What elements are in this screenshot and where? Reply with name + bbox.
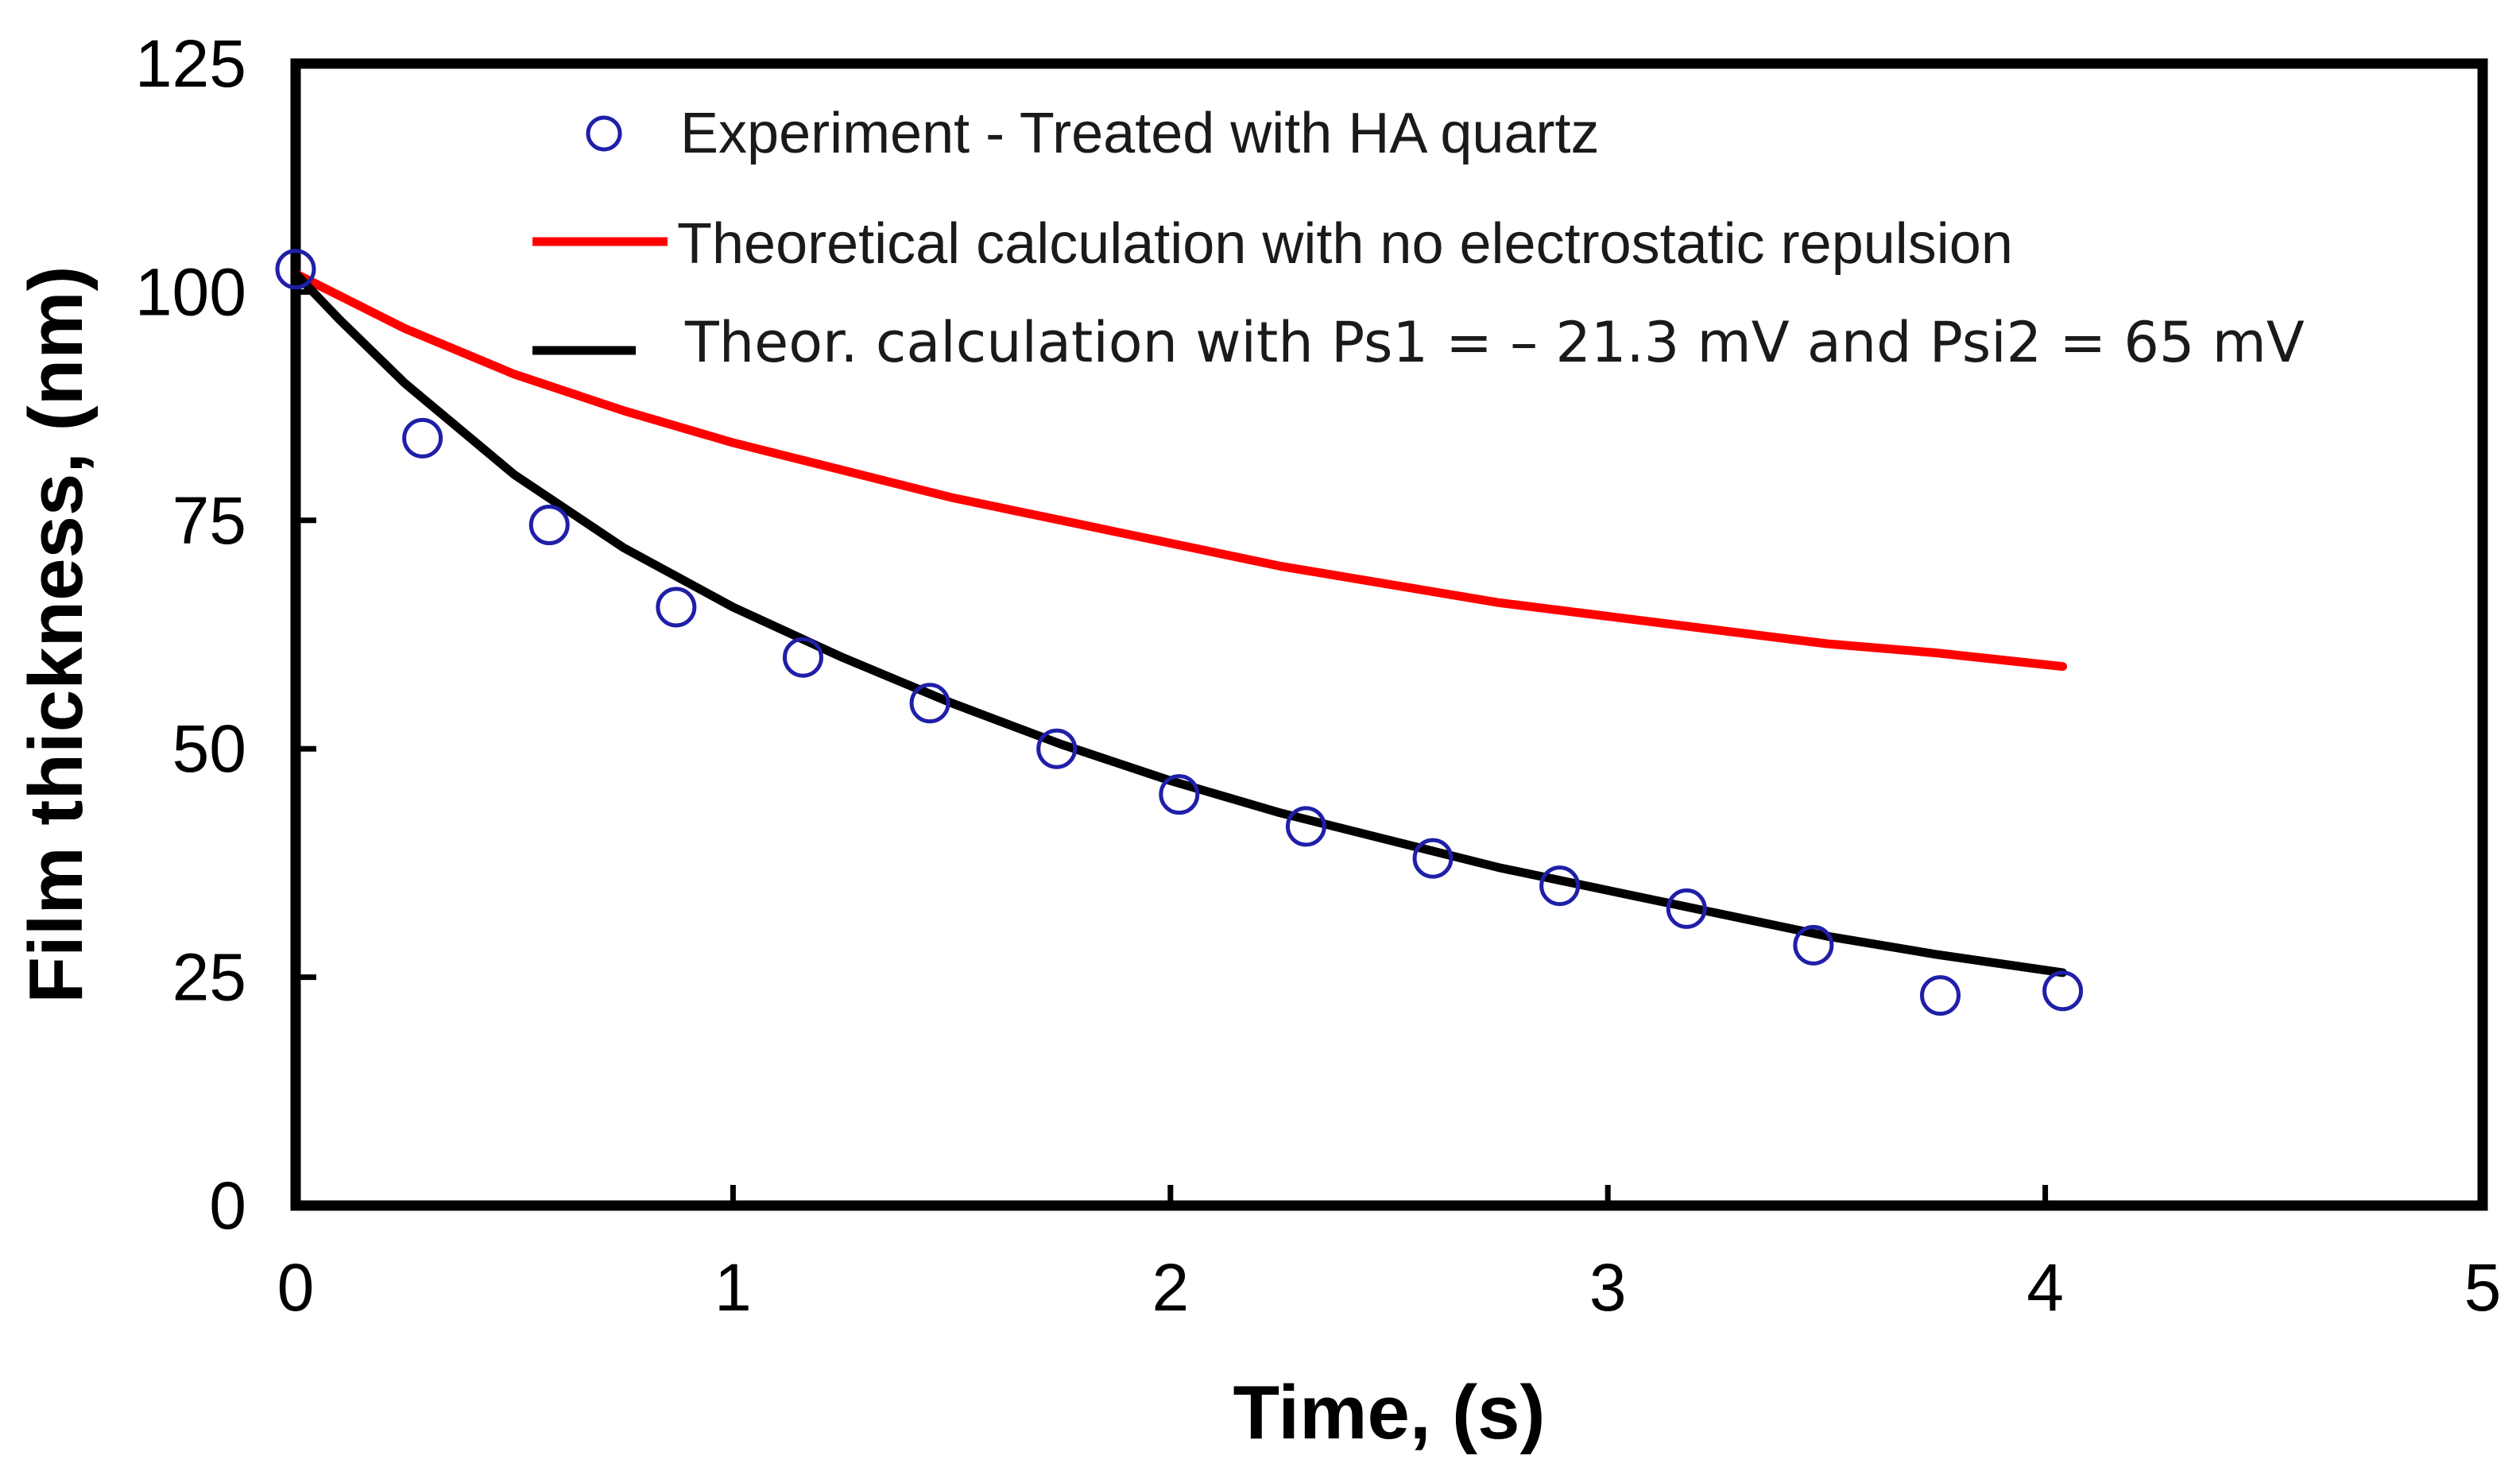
series-line-1 (291, 269, 2068, 672)
experiment-point (1793, 924, 1834, 966)
plot-border (290, 58, 2488, 1211)
legend: Experiment - Treated with HA quartz Theor… (532, 102, 2305, 375)
x-tick-label: 3 (1589, 1250, 1627, 1325)
x-axis-title: Time, (s) (1233, 1370, 1546, 1455)
experiment-point (2042, 970, 2084, 1012)
red-theory-line (291, 269, 2068, 672)
y-tick-label: 100 (135, 254, 246, 329)
legend-marker-experiment (586, 115, 622, 152)
experiment-points (275, 249, 2084, 1016)
legend-label-with-potentials: Theor. calculation with Ps1 = – 21.3 mV … (684, 310, 2305, 375)
experiment-point (528, 505, 570, 546)
experiment-point (275, 249, 316, 290)
x-tick-label: 5 (2464, 1250, 2502, 1325)
experiment-point (1539, 865, 1581, 907)
black-theory-line (291, 269, 2068, 977)
y-tick-label: 25 (172, 940, 246, 1015)
plot-frame (290, 58, 2488, 1211)
experiment-point (1412, 838, 1454, 879)
x-tick-label: 0 (277, 1250, 315, 1325)
experiment-point (1666, 888, 1707, 929)
experiment-point (1036, 728, 1078, 769)
y-axis-title: Film thickness, (nm) (14, 265, 99, 1003)
series-layer (275, 249, 2084, 1016)
series-line-2 (291, 269, 2068, 977)
y-tick-label: 50 (172, 711, 246, 786)
y-tick-label: 0 (209, 1168, 246, 1243)
experiment-point (782, 637, 823, 678)
experiment-point (909, 683, 950, 724)
x-tick-label: 1 (714, 1250, 752, 1325)
x-tick-label: 4 (2026, 1250, 2064, 1325)
y-axis-ticks: 0 25 50 75 100 125 (135, 26, 316, 1243)
experiment-point (656, 586, 697, 628)
x-tick-label: 2 (1152, 1250, 1189, 1325)
y-tick-label: 125 (135, 26, 246, 101)
y-tick-label: 75 (172, 483, 246, 558)
legend-label-experiment: Experiment - Treated with HA quartz (680, 102, 1600, 165)
experiment-point (1920, 975, 1961, 1016)
experiment-point (1285, 806, 1326, 847)
legend-label-no-repulsion: Theoretical calculation with no electros… (677, 212, 2013, 276)
experiment-point (402, 417, 443, 459)
x-axis-ticks: 0 1 2 3 4 5 (277, 1185, 2502, 1325)
experiment-point (1159, 774, 1200, 815)
